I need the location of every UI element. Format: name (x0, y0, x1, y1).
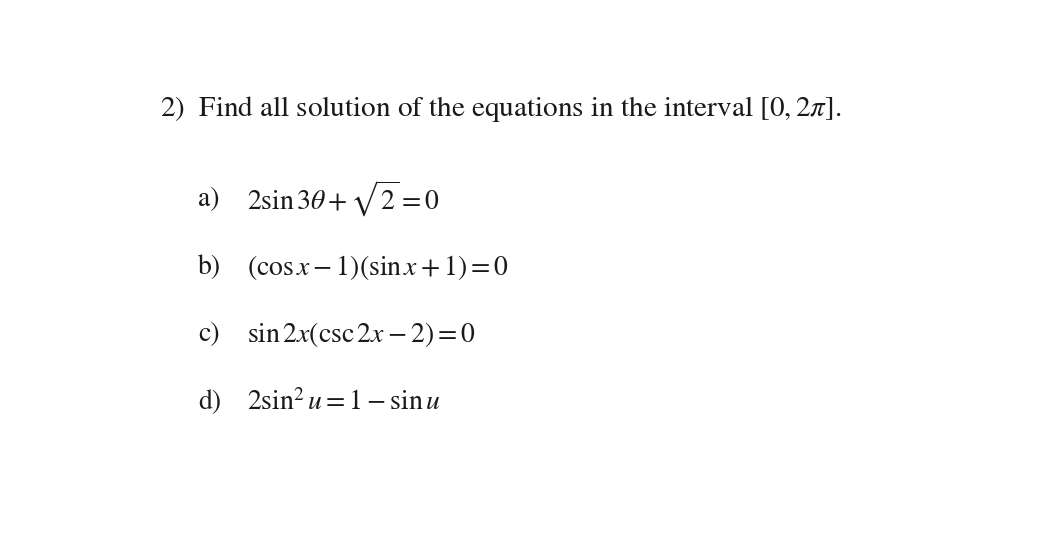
Text: $(\cos x-1)(\sin x+1)=0$: $(\cos x-1)(\sin x+1)=0$ (246, 252, 508, 282)
Text: $2\sin 3\theta+\sqrt{2}=0$: $2\sin 3\theta+\sqrt{2}=0$ (246, 179, 439, 219)
Text: a): a) (198, 187, 220, 212)
Text: 2)  Find all solution of the equations in the interval $[0,2\pi]$.: 2) Find all solution of the equations in… (160, 94, 842, 124)
Text: c): c) (198, 322, 220, 348)
Text: d): d) (198, 390, 221, 415)
Text: b): b) (198, 255, 221, 280)
Text: $\sin 2x(\csc 2x-2)=0$: $\sin 2x(\csc 2x-2)=0$ (246, 321, 475, 349)
Text: $2\sin^{2}u=1-\sin u$: $2\sin^{2}u=1-\sin u$ (246, 389, 441, 416)
